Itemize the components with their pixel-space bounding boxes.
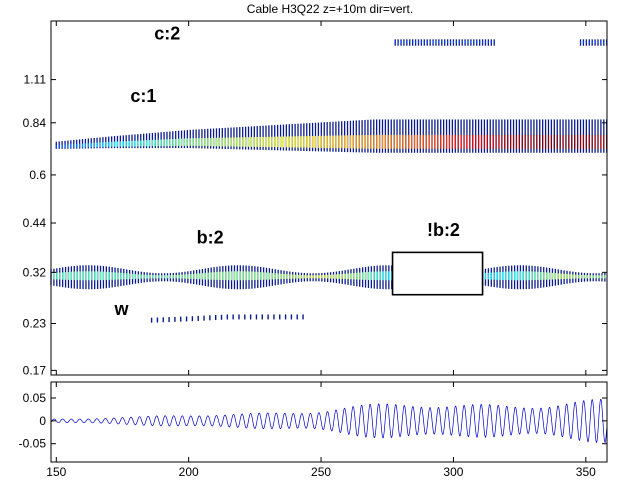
ridge-w: [150, 314, 304, 323]
bottom-axes-frame: [50, 381, 608, 463]
chart-title: Cable H3Q22 z=+10m dir=vert.: [247, 2, 413, 16]
annotation-label: !b:2: [427, 220, 460, 240]
annotation-label: w: [114, 299, 130, 319]
y-tick-label: 0.32: [23, 265, 47, 279]
annotation-label: c:1: [130, 86, 156, 106]
y-tick-label: 0.17: [23, 363, 47, 377]
signal-line: [50, 398, 608, 444]
spectrogram-plot: c:2 c:1 b:2 !b:2 w 0.17 0.23 0.32 0.44 0.6 0.84 1.…: [23, 20, 608, 377]
ridge-marks: [50, 39, 608, 323]
y-tick-label: 0: [39, 414, 46, 428]
top-plot-background: [51, 21, 607, 375]
y-tick-label: 0.6: [29, 168, 46, 182]
ridge-b2: [50, 265, 393, 290]
bottom-plot-background: [51, 382, 607, 462]
top-axes-frame: [50, 20, 608, 376]
signal-plot: 0.05 0 -0.05 150 200 250 300 350: [19, 381, 608, 479]
y-tick-label: 0.05: [23, 391, 47, 405]
y-tick-label: 0.84: [23, 116, 47, 130]
ridge-c1: [55, 119, 608, 153]
signal-line-group: [50, 398, 608, 444]
highlight-box-group: [391, 251, 484, 296]
x-tick-label: 350: [576, 465, 596, 479]
annotation-label: b:2: [197, 227, 224, 247]
y-tick-label: -0.05: [19, 437, 47, 451]
annotations: c:2 c:1 b:2 !b:2 w: [114, 23, 460, 319]
y-tick-label: 0.44: [23, 216, 47, 230]
y-tick-label: 1.11: [24, 73, 47, 87]
ridge-b2: [481, 265, 606, 290]
highlight-box: [391, 251, 484, 296]
ridge-c2: [394, 39, 495, 46]
x-tick-label: 150: [46, 465, 66, 479]
bottom-axes: 0.05 0 -0.05 150 200 250 300 350: [19, 381, 608, 479]
x-tick-label: 200: [179, 465, 199, 479]
y-tick-label: 0.23: [23, 317, 47, 331]
top-axes: 0.17 0.23 0.32 0.44 0.6 0.84 1.11: [23, 20, 608, 377]
annotation-label: c:2: [154, 23, 180, 43]
x-tick-label: 300: [443, 465, 463, 479]
x-tick-label: 250: [311, 465, 331, 479]
